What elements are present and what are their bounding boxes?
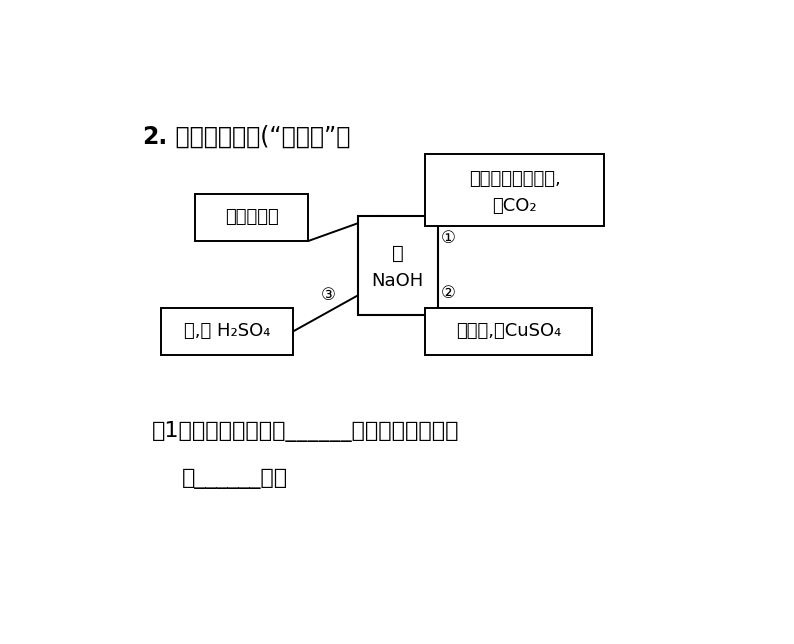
- Text: （1）紫色石蕊遇碱显______色，无色酚酞遇碱: （1）紫色石蕊遇碱显______色，无色酚酞遇碱: [152, 421, 459, 442]
- FancyBboxPatch shape: [195, 194, 308, 241]
- Text: 酸碱指示剂: 酸碱指示剂: [225, 209, 279, 227]
- Text: 2.: 2.: [142, 125, 168, 149]
- FancyBboxPatch shape: [426, 154, 603, 226]
- Text: 酸,如 H₂SO₄: 酸,如 H₂SO₄: [183, 323, 270, 341]
- Text: 某些盐,如CuSO₄: 某些盐,如CuSO₄: [456, 323, 561, 341]
- Text: 碱: 碱: [391, 244, 403, 263]
- Text: 如CO₂: 如CO₂: [492, 197, 537, 215]
- FancyBboxPatch shape: [160, 308, 293, 355]
- Text: 碱的化学性质(“碱四条”）: 碱的化学性质(“碱四条”）: [168, 125, 350, 149]
- Text: 显______色。: 显______色。: [183, 469, 288, 489]
- Text: 某些非金属氧化物,: 某些非金属氧化物,: [468, 170, 561, 188]
- FancyBboxPatch shape: [357, 216, 437, 316]
- Text: NaOH: NaOH: [372, 272, 424, 290]
- Text: ②: ②: [441, 285, 456, 303]
- FancyBboxPatch shape: [426, 308, 592, 355]
- Text: ①: ①: [441, 229, 456, 247]
- Text: ③: ③: [321, 287, 336, 305]
